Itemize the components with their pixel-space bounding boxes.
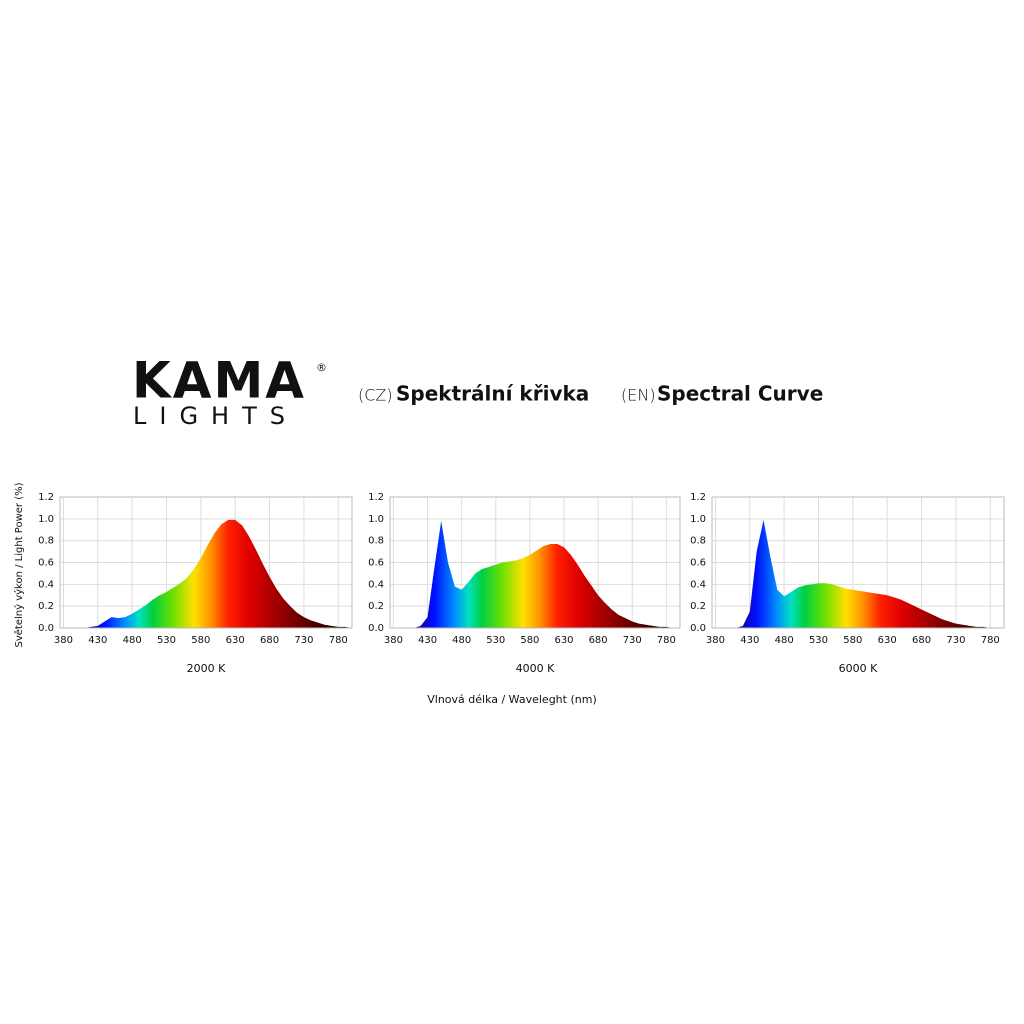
- en-title: Spectral Curve: [657, 382, 823, 406]
- x-tick-label: 380: [384, 635, 403, 646]
- y-tick-label: 0.0: [368, 623, 384, 634]
- cz-title: Spektrální křivka: [396, 382, 589, 406]
- x-tick-label: 780: [981, 635, 1000, 646]
- y-tick-label: 0.4: [38, 579, 54, 590]
- plot-frame: [389, 496, 681, 629]
- x-tick-label: 480: [452, 635, 471, 646]
- en-tag: (EN): [621, 386, 656, 405]
- x-tick-label: 730: [294, 635, 313, 646]
- x-tick-label: 430: [740, 635, 759, 646]
- x-tick-label: 480: [775, 635, 794, 646]
- y-tick-label: 0.2: [368, 601, 384, 612]
- x-tick-label: 680: [260, 635, 279, 646]
- plot-frame: [59, 496, 353, 629]
- x-tick-label: 580: [191, 635, 210, 646]
- y-tick-label: 1.0: [368, 514, 384, 525]
- x-tick-label: 780: [329, 635, 348, 646]
- x-tick-label: 430: [88, 635, 107, 646]
- logo-name: KAMA: [132, 352, 306, 410]
- cz-tag: (CZ): [358, 386, 393, 405]
- x-tick-label: 580: [843, 635, 862, 646]
- y-tick-label: 1.2: [368, 492, 384, 503]
- x-tick-label: 530: [486, 635, 505, 646]
- x-tick-label: 480: [123, 635, 142, 646]
- y-tick-label: 0.8: [690, 536, 706, 547]
- spectrum-area: [63, 519, 352, 628]
- x-tick-label: 380: [54, 635, 73, 646]
- spectrum-area: [715, 519, 1004, 628]
- x-tick-label: 730: [946, 635, 965, 646]
- x-tick-label: 630: [878, 635, 897, 646]
- y-tick-label: 0.8: [368, 536, 384, 547]
- y-tick-label: 0.0: [690, 623, 706, 634]
- y-tick-label: 0.4: [690, 579, 706, 590]
- logo-sub: LIGHTS: [133, 402, 298, 430]
- x-tick-label: 630: [554, 635, 573, 646]
- y-tick-label: 1.0: [38, 514, 54, 525]
- x-tick-label: 680: [589, 635, 608, 646]
- y-tick-label: 0.2: [690, 601, 706, 612]
- y-axis-label: Světelný výkon / Light Power (%): [13, 482, 25, 647]
- logo-registered: ®: [316, 361, 327, 374]
- y-tick-label: 0.4: [368, 579, 384, 590]
- y-tick-label: 1.2: [690, 492, 706, 503]
- x-tick-label: 380: [706, 635, 725, 646]
- x-tick-label: 680: [912, 635, 931, 646]
- y-tick-label: 0.0: [38, 623, 54, 634]
- y-tick-label: 0.8: [38, 536, 54, 547]
- x-tick-label: 630: [226, 635, 245, 646]
- y-tick-label: 0.2: [38, 601, 54, 612]
- plot-frame: [711, 496, 1005, 629]
- chart-title: 2000 K: [187, 662, 226, 675]
- x-tick-label: 530: [157, 635, 176, 646]
- x-tick-label: 730: [623, 635, 642, 646]
- x-tick-label: 530: [809, 635, 828, 646]
- y-tick-label: 1.0: [690, 514, 706, 525]
- y-tick-label: 0.6: [38, 558, 54, 569]
- x-tick-label: 780: [657, 635, 676, 646]
- x-tick-label: 580: [520, 635, 539, 646]
- chart-title: 4000 K: [516, 662, 555, 675]
- x-tick-label: 430: [418, 635, 437, 646]
- chart-title: 6000 K: [839, 662, 878, 675]
- y-tick-label: 0.6: [368, 558, 384, 569]
- spectrum-area: [393, 521, 680, 628]
- x-axis-label: Vlnová délka / Waveleght (nm): [427, 693, 597, 706]
- y-tick-label: 0.6: [690, 558, 706, 569]
- y-tick-label: 1.2: [38, 492, 54, 503]
